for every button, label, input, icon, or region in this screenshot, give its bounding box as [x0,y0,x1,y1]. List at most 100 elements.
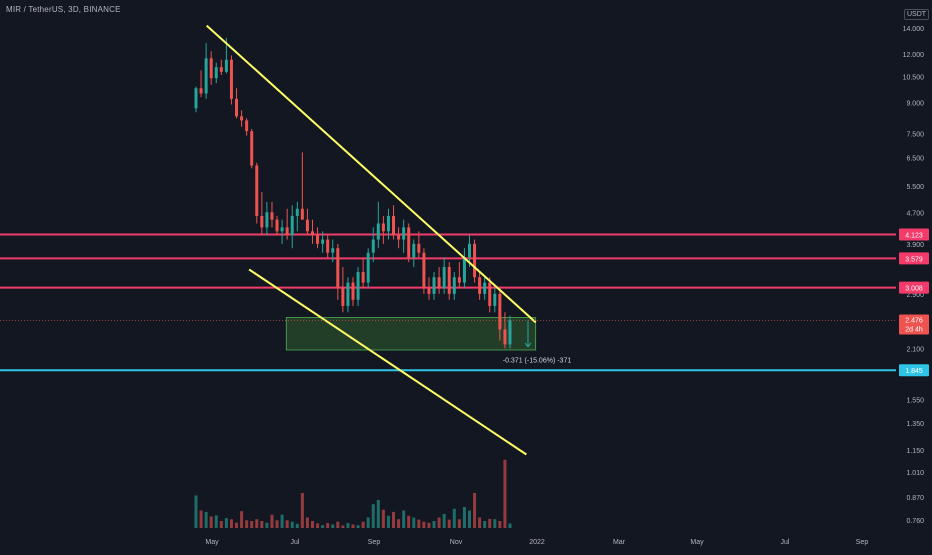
volume-bar [457,519,461,528]
volume-bar [437,517,441,528]
volume-bar [316,523,320,528]
price-axis-tick: 14.000 [903,26,925,33]
candle-body [397,235,401,240]
volume-bar [305,517,309,528]
volume-bar [473,493,477,528]
volume-bar [483,521,487,528]
volume-bar [366,517,370,528]
price-line-tag [899,252,929,265]
volume-bar [310,521,314,528]
volume-bar [467,510,471,528]
candle-body [361,272,365,283]
candle-body [386,215,390,232]
price-line-label: 1.845 [905,368,923,375]
volume-bar [412,517,416,528]
time-axis-tick: May [690,539,704,546]
volume-bar [488,518,492,528]
candle-body [245,120,249,132]
volume-bar [371,504,375,528]
price-axis-tick: 3.900 [906,242,924,249]
volume-bar [503,459,507,528]
volume-bar [214,515,218,528]
candle-body [224,59,228,72]
symbol-title[interactable]: MIR / TetherUS, 3D, BINANCE [6,5,121,14]
price-axis-tick: 5.500 [906,184,924,191]
volume-bar [508,523,512,528]
volume-bar [265,522,269,528]
candle-body [402,227,406,240]
measure-label: -0.371 (-15.06%) -371 [503,358,572,365]
price-axis-tick: 2.900 [906,292,924,299]
price-axis-tick: 6.500 [906,156,924,163]
volume-bar [422,521,426,528]
volume-bar [417,519,421,528]
time-axis-tick: Jul [781,539,790,546]
time-axis-tick: Jul [291,539,300,546]
volume-bar [331,524,335,528]
candle-body [346,282,350,306]
candle-body [331,248,335,253]
volume-bar [235,522,239,528]
candle-body [219,67,223,72]
candle-body [493,293,497,306]
volume-bar [447,519,451,528]
candle-body [270,212,274,220]
trendline [248,268,527,456]
volume-bar [336,521,340,528]
candle-body [447,266,451,294]
price-axis-tick: 2.100 [906,346,924,353]
volume-bar [351,524,355,528]
volume-bar [452,508,456,528]
volume-bar [275,520,279,528]
price-axis-tick: 7.500 [906,131,924,138]
candle-body [280,227,284,232]
volume-bar [397,519,401,528]
candle-body [235,98,239,117]
candle-body [255,165,259,216]
candle-body [483,282,487,294]
candle-body [316,235,320,244]
candle-body [437,277,441,289]
volume-bar [255,519,259,528]
price-axis-tick: 1.150 [906,448,924,455]
price-axis-tick: 0.870 [906,495,924,502]
candle-body [366,252,370,283]
volume-bar [442,514,446,528]
time-axis-tick: Sep [368,539,381,546]
last-price-label: 2.476 [905,318,923,325]
volume-bar [386,515,390,528]
volume-bar [356,525,360,528]
candle-body [265,212,269,228]
candle-body [473,243,477,278]
candle-body [310,231,314,236]
support-zone [285,317,537,351]
candle-body [341,288,345,306]
currency-selector[interactable]: USDT [904,9,930,20]
candle-body [392,215,396,236]
candle-body [412,243,416,258]
price-line-label: 3.008 [905,286,923,293]
candle-body [194,88,198,109]
candle-body [432,277,436,294]
volume-bar [300,493,304,528]
candle-body [275,219,279,232]
volume-bar [280,514,284,528]
volume-bar [493,519,497,528]
price-line-tag [899,364,929,377]
candle-body [285,227,289,236]
candle-body [452,277,456,294]
candle-body [407,227,411,258]
candle-body [503,329,507,345]
volume-bar [204,511,208,528]
volume-bar [462,507,466,528]
price-axis-tick: 1.550 [906,398,924,405]
candle-body [290,215,294,236]
volume-bar [407,515,411,528]
candle-body [478,277,482,294]
candle-body [305,219,309,232]
candle-body [326,239,330,253]
volume-bar [245,520,249,528]
time-axis-tick: Sep [856,539,869,546]
